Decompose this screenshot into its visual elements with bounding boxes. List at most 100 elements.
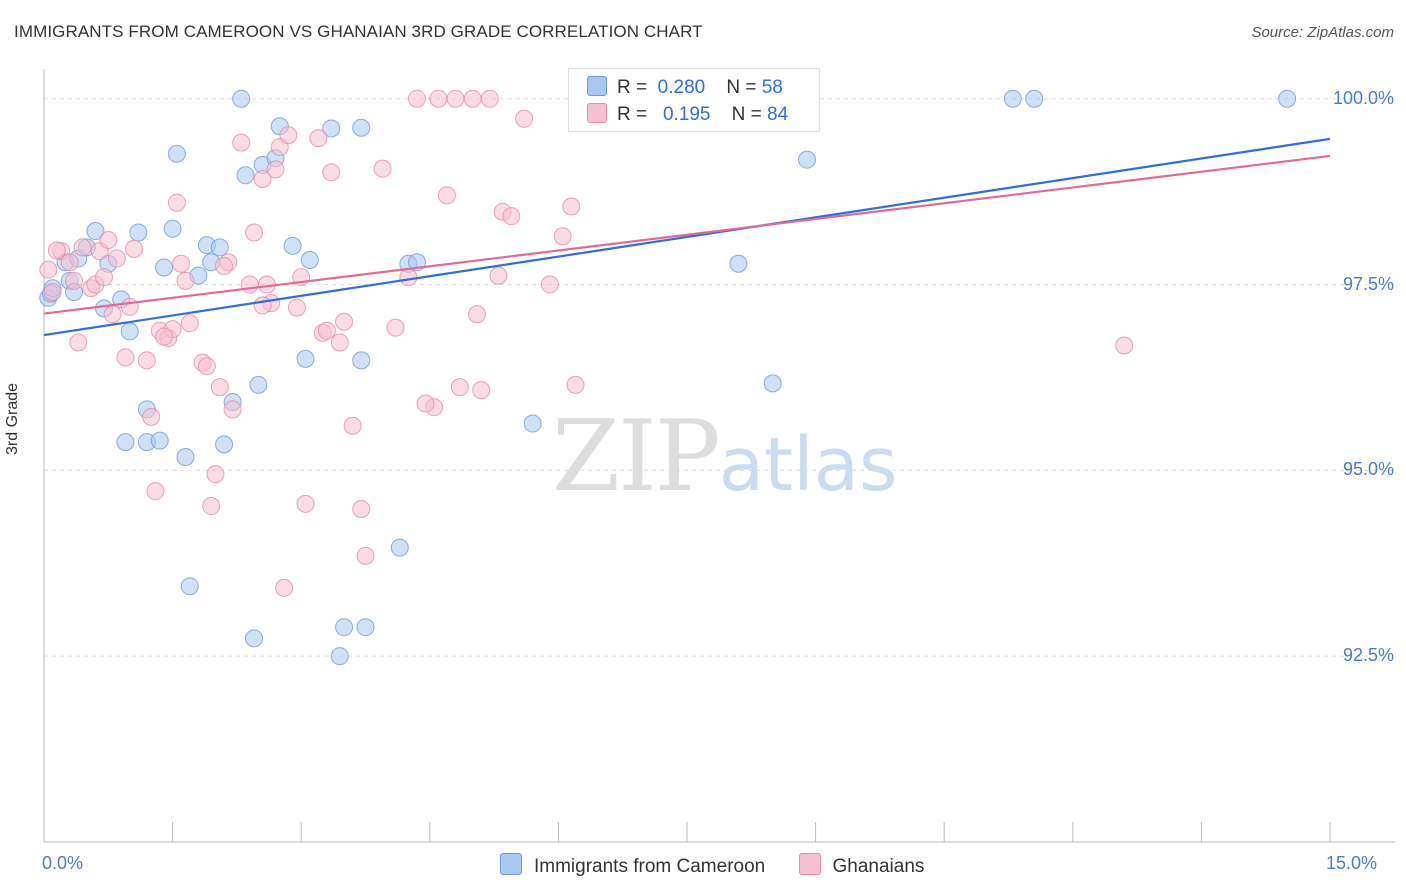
legend-item-ghanaians[interactable]: Ghanaians — [798, 853, 924, 878]
ghanaian-point — [386, 318, 405, 337]
cameroon-point — [249, 375, 268, 394]
ghanaian-point — [540, 275, 559, 294]
ghanaian-point — [172, 254, 191, 273]
watermark-zip: ZIP — [552, 400, 721, 514]
ghanaian-point — [266, 160, 285, 179]
ghanaian-point — [399, 268, 418, 287]
cameroon-point — [1278, 89, 1297, 108]
cameroon-point — [86, 222, 105, 241]
ghanaian-point — [202, 497, 221, 516]
ghanaian-point — [146, 482, 165, 501]
r-value: 0.195 — [662, 104, 711, 125]
n-value: 58 — [761, 77, 783, 98]
ghanaian-point — [103, 305, 122, 324]
cameroon-trend-line — [43, 137, 1331, 337]
ghanaian-point — [472, 381, 491, 400]
ghanaian-point — [330, 333, 349, 352]
ghanaian-point — [253, 170, 272, 189]
ghanaian-point — [317, 321, 336, 340]
ghanaian-point — [60, 253, 79, 272]
cameroon-point — [1025, 89, 1044, 108]
ghanaian-point — [446, 89, 465, 108]
ghanaian-point — [210, 378, 229, 397]
cameroon-point — [352, 118, 371, 137]
cameroon-point — [180, 577, 199, 596]
ghanaian-point — [39, 260, 58, 279]
legend-label: Immigrants from Cameroon — [534, 856, 766, 877]
data-points — [39, 89, 1297, 666]
cameroon-point — [120, 322, 139, 341]
ghanaian-trend-line — [43, 154, 1331, 315]
cameroon-point — [356, 618, 375, 637]
ghanaian-point — [95, 268, 114, 287]
ghanaian-point — [99, 230, 118, 249]
cameroon-point — [729, 254, 748, 273]
ghanaian-point — [287, 298, 306, 317]
ghanaian-point — [43, 282, 62, 301]
ghanaian-point — [47, 241, 66, 260]
ghanaian-point — [463, 89, 482, 108]
cameroon-point — [296, 349, 315, 368]
ghanaian-point — [502, 207, 521, 226]
cameroon-point — [116, 433, 135, 452]
trend-lines — [43, 137, 1331, 337]
ghanaian-point — [253, 296, 272, 315]
ghanaian-point — [279, 126, 298, 145]
ghanaian-point — [1115, 336, 1134, 355]
stats-swatch-ghanaians — [587, 103, 607, 123]
y-tick-label: 97.5% — [1342, 273, 1394, 294]
ghanaian-point — [215, 256, 234, 275]
r-label: R = — [617, 104, 648, 125]
cameroon-point — [523, 414, 542, 433]
cameroon-point — [210, 238, 229, 257]
legend-item-cameroon[interactable]: Immigrants from Cameroon — [500, 853, 765, 878]
ghanaian-point — [429, 89, 448, 108]
ghanaian-point — [450, 378, 469, 397]
stats-row-cameroon: R = 0.280 N = 58 — [587, 76, 783, 99]
ghanaian-point — [180, 314, 199, 333]
ghanaian-point — [167, 193, 186, 212]
cameroon-point — [176, 447, 195, 466]
ghanaian-point — [223, 400, 242, 419]
cameroon-point — [150, 431, 169, 450]
cameroon-point — [163, 219, 182, 238]
n-value: 84 — [767, 104, 789, 125]
ghanaian-point — [275, 578, 294, 597]
cameroon-point — [236, 166, 255, 185]
ghanaian-point — [137, 351, 156, 370]
chart-title: IMMIGRANTS FROM CAMEROON VS GHANAIAN 3RD… — [14, 22, 703, 41]
ghanaian-point — [356, 546, 375, 565]
n-label: N = — [726, 77, 757, 98]
ghanaian-point — [515, 109, 534, 128]
ghanaian-point — [489, 266, 508, 285]
cameroon-point — [283, 236, 302, 255]
ghanaian-point — [245, 223, 264, 242]
cameroon-point — [798, 150, 817, 169]
legend: Immigrants from Cameroon Ghanaians — [500, 853, 952, 878]
ghanaian-point — [480, 89, 499, 108]
cameroon-point — [335, 618, 354, 637]
x-tick-label-max: 15.0% — [1326, 853, 1378, 873]
cameroon-point — [330, 647, 349, 666]
cameroon-point — [155, 258, 174, 277]
ghanaian-point — [566, 375, 585, 394]
legend-swatch-ghanaians — [798, 853, 821, 875]
ghanaian-point — [296, 494, 315, 513]
r-label: R = — [617, 77, 648, 98]
ghanaian-point — [120, 297, 139, 316]
cameroon-point — [390, 538, 409, 557]
x-tick-label-min: 0.0% — [42, 853, 84, 873]
stats-row-ghanaians: R = 0.195 N = 84 — [587, 103, 788, 126]
y-tick-label: 92.5% — [1342, 645, 1394, 666]
stats-swatch-cameroon — [587, 76, 607, 96]
ghanaian-point — [437, 186, 456, 205]
cameroon-point — [352, 351, 371, 370]
cameroon-point — [245, 629, 264, 648]
ghanaian-point — [142, 407, 161, 426]
ghanaian-point — [65, 271, 84, 290]
cameroon-point — [232, 89, 251, 108]
ghanaian-point — [69, 333, 88, 352]
ghanaian-point — [73, 238, 92, 257]
stats-box: R = 0.280 N = 58 R = 0.195 N = 84 — [568, 68, 820, 132]
